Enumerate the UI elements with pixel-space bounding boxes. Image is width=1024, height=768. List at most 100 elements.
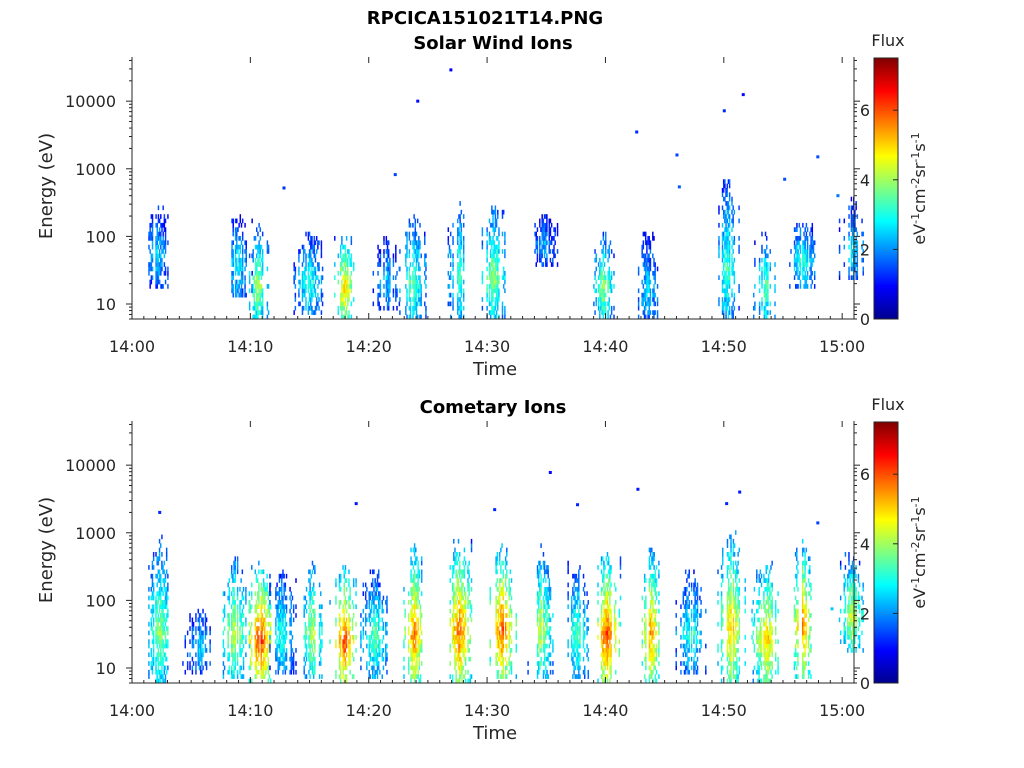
- flux-cell: [459, 218, 461, 224]
- flux-cell: [642, 292, 645, 298]
- flux-cell: [644, 240, 647, 246]
- flux-cell: [851, 249, 854, 254]
- flux-cell: [411, 586, 413, 592]
- flux-cell: [573, 669, 575, 675]
- flux-cell: [724, 244, 726, 250]
- flux-cell: [541, 218, 543, 224]
- flux-cell: [498, 648, 501, 653]
- flux-cell: [763, 270, 766, 276]
- flux-cell: [861, 231, 863, 237]
- flux-cell: [156, 600, 158, 605]
- flux-cell: [458, 586, 461, 592]
- flux-cell: [260, 643, 262, 649]
- flux-cell: [496, 639, 499, 644]
- flux-cell: [360, 621, 362, 627]
- flux-cell: [602, 275, 605, 280]
- flux-cell: [348, 578, 350, 583]
- flux-cell: [542, 227, 545, 232]
- flux-cell: [156, 652, 158, 658]
- flux-cell: [290, 665, 293, 671]
- flux-cell: [578, 665, 580, 671]
- flux-cell: [303, 665, 305, 671]
- flux-cell: [486, 227, 488, 232]
- flux-cell: [412, 634, 415, 640]
- flux-cell: [157, 600, 160, 605]
- flux-cell: [413, 249, 415, 254]
- flux-cell: [641, 253, 643, 259]
- flux-cell: [789, 262, 791, 267]
- flux-cell: [240, 257, 243, 263]
- flux-cell: [602, 279, 605, 285]
- flux-cell: [455, 591, 457, 596]
- flux-cell: [601, 262, 603, 267]
- flux-cell: [496, 552, 499, 557]
- flux-cell: [418, 297, 420, 302]
- flux-cell: [455, 613, 457, 618]
- flux-cell: [604, 301, 607, 307]
- flux-cell: [419, 297, 421, 302]
- flux-cell: [600, 266, 602, 272]
- flux-cell: [453, 600, 455, 605]
- flux-cell: [236, 249, 238, 254]
- flux-cell: [545, 586, 547, 592]
- flux-cell: [539, 595, 541, 601]
- flux-cell: [610, 310, 613, 315]
- flux-cell: [541, 227, 543, 232]
- flux-cell: [151, 656, 154, 662]
- flux-cell: [494, 266, 497, 272]
- flux-cell: [256, 634, 259, 640]
- flux-cell: [305, 305, 307, 311]
- flux-cell: [797, 240, 799, 246]
- flux-cell: [415, 288, 418, 294]
- flux-cell: [311, 608, 314, 614]
- flux-cell: [382, 626, 385, 631]
- flux-cell: [269, 626, 272, 631]
- flux-cell: [343, 652, 345, 658]
- flux-cell: [338, 600, 341, 605]
- flux-cell: [231, 257, 233, 263]
- flux-cell: [165, 552, 168, 557]
- flux-cell: [573, 604, 575, 610]
- flux-cell: [544, 262, 547, 267]
- flux-cell: [542, 595, 545, 601]
- flux-cell: [509, 591, 512, 596]
- flux-cell: [412, 669, 415, 675]
- flux-cell: [420, 573, 423, 579]
- flux-cell: [301, 305, 304, 311]
- flux-cell: [266, 314, 269, 320]
- flux-cell: [648, 257, 651, 263]
- flux-cell: [403, 639, 405, 644]
- flux-cell: [261, 617, 264, 623]
- flux-cell: [454, 595, 456, 601]
- flux-cell: [167, 613, 169, 618]
- flux-cell: [348, 656, 350, 662]
- flux-cell: [643, 292, 646, 298]
- flux-cell: [458, 656, 461, 662]
- flux-cell: [157, 231, 160, 237]
- flux-cell: [497, 586, 500, 592]
- flux-cell: [469, 656, 472, 662]
- flux-cell: [227, 595, 229, 601]
- flux-cell: [572, 630, 574, 636]
- flux-cell: [318, 634, 321, 640]
- flux-cell: [502, 669, 504, 675]
- flux-cell: [409, 314, 412, 320]
- flux-cell: [157, 669, 160, 675]
- flux-cell: [252, 314, 254, 320]
- flux-cell: [572, 674, 574, 679]
- flux-cell: [508, 591, 510, 596]
- flux-cell: [802, 262, 804, 267]
- flux-cell: [295, 648, 297, 653]
- flux-cell: [284, 613, 287, 618]
- flux-cell: [609, 288, 612, 294]
- flux-cell: [305, 600, 308, 605]
- flux-cell: [234, 231, 237, 237]
- flux-cell: [201, 617, 203, 623]
- flux-cell: [377, 626, 380, 631]
- flux-cell: [469, 634, 472, 640]
- flux-cell: [506, 552, 508, 557]
- flux-cell: [351, 617, 354, 623]
- flux-cell: [383, 266, 385, 272]
- flux-cell: [191, 617, 194, 623]
- flux-cell: [339, 674, 342, 679]
